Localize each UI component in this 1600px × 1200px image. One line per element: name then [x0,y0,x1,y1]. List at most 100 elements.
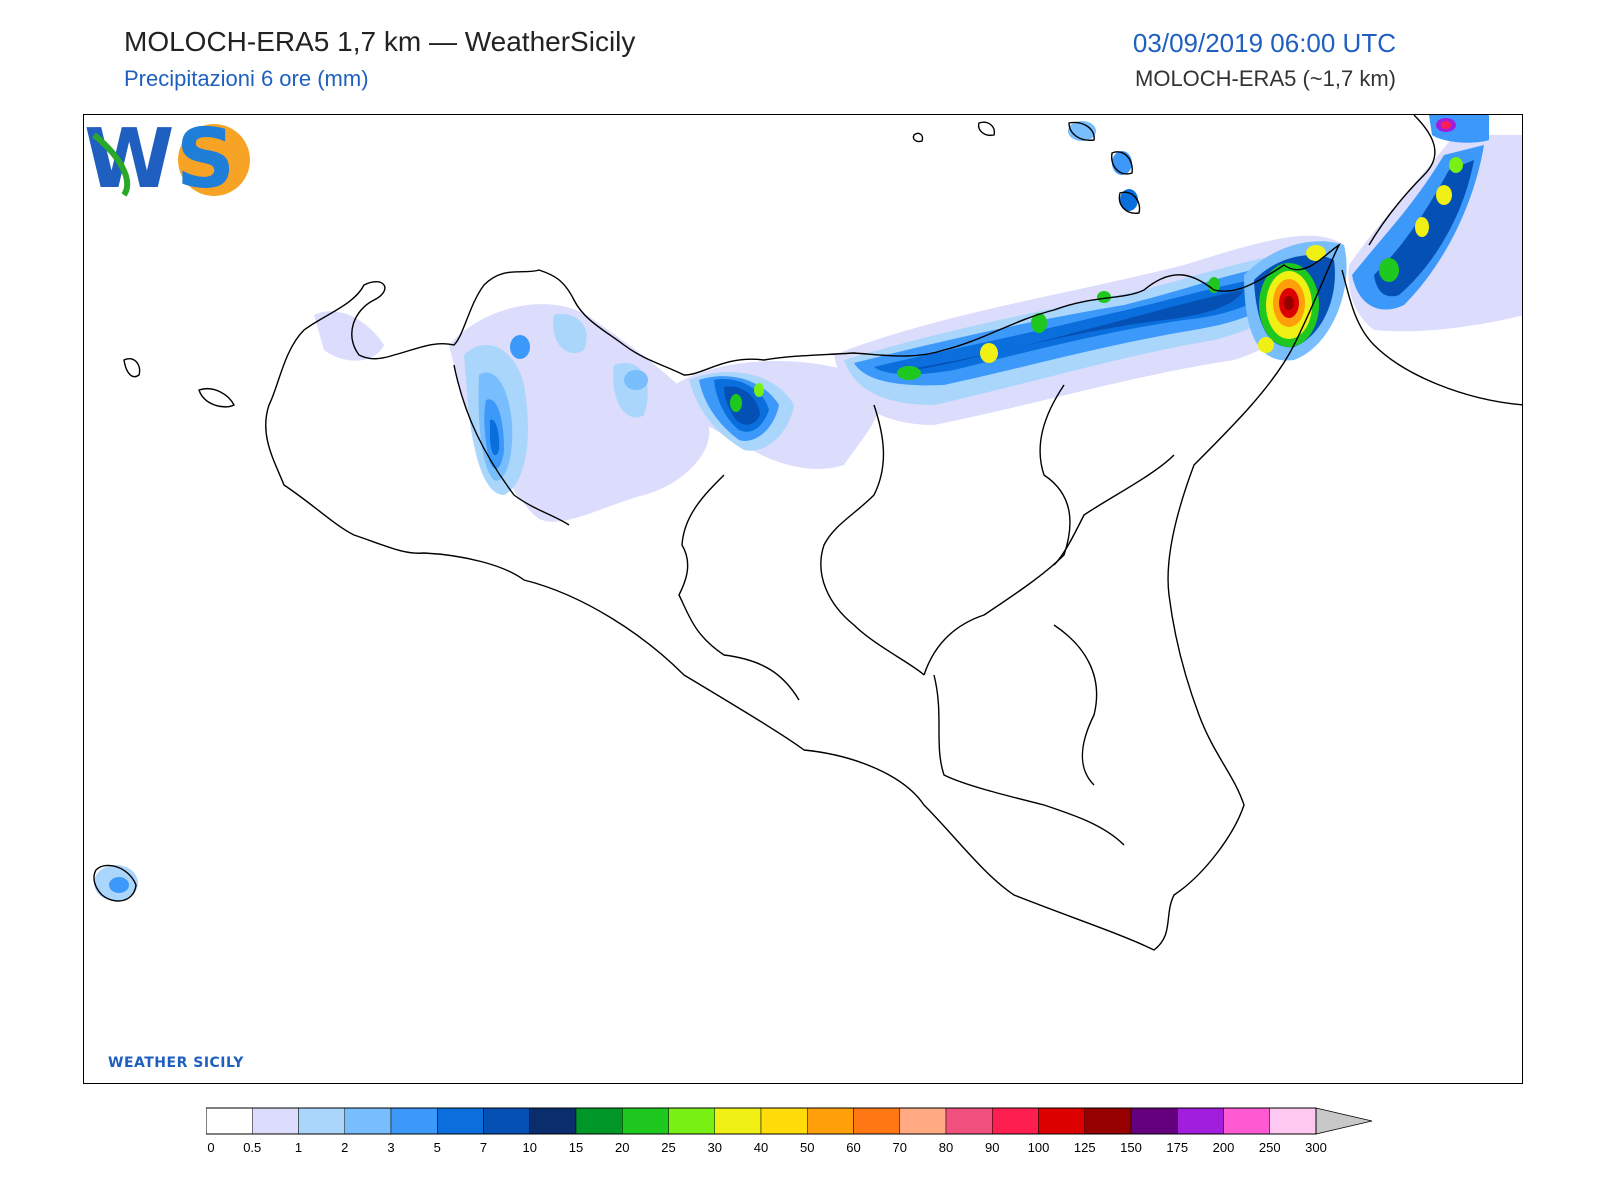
legend-swatches [206,1107,1317,1135]
precip-area-l6 [904,290,1244,371]
precip-cell [624,370,648,390]
legend-tick-label: 30 [708,1140,722,1155]
legend-tick-labels: 0 0.5 1 2 3 5 7 10 15 20 25 30 40 50 60 70 80 90 100 125 150… [207,1140,1326,1155]
precip-cell-yellow [980,343,998,363]
legend-tick-label: 200 [1213,1140,1235,1155]
island-outline [1118,191,1141,214]
legend-tick-label: 60 [846,1140,860,1155]
legend-swatch [945,1107,993,1135]
legend-swatch [1177,1107,1224,1135]
legend-swatch [529,1107,577,1135]
legend-tick-label: 5 [434,1140,441,1155]
calabria-coastline [1341,269,1522,406]
island-outline [912,132,924,143]
legend-tick-label: 90 [985,1140,999,1155]
legend-tick-label: 175 [1166,1140,1188,1155]
precip-area-l2 [553,314,587,354]
legend-tick-label: 150 [1120,1140,1142,1155]
legend-tick-label: 2 [341,1140,348,1155]
map-title: MOLOCH-ERA5 1,7 km — WeatherSicily [124,26,636,57]
legend-tick-label: 25 [661,1140,675,1155]
island-outline [123,358,141,378]
legend-tick-label: 40 [754,1140,768,1155]
legend-swatch [575,1107,623,1135]
legend-swatch [483,1107,530,1135]
legend-tick-label: 100 [1028,1140,1050,1155]
precip-cell-red [1441,121,1451,129]
legend-swatch [1223,1107,1270,1135]
precip-cell-green [1449,157,1463,173]
legend-swatch [298,1107,345,1135]
legend-tick-label: 20 [615,1140,629,1155]
precip-area-light [314,311,384,361]
legend-swatch [1130,1107,1178,1135]
precip-cell-green [897,366,921,380]
precip-cell-green [1097,291,1111,303]
precip-cell-green [754,383,764,397]
legend-swatch [992,1107,1039,1135]
province-boundary [933,674,1125,846]
legend-tick-label: 15 [569,1140,583,1155]
legend-swatch [622,1107,669,1135]
precip-cell-yellow [1436,185,1452,205]
legend-tick-label: 300 [1305,1140,1327,1155]
legend-tick-label: 0.5 [243,1140,261,1155]
precip-area-l5 [874,275,1284,375]
legend-swatch [1084,1107,1132,1135]
legend-swatch [1038,1107,1085,1135]
model-label: MOLOCH-ERA5 (~1,7 km) [1135,66,1396,91]
island-outline [977,121,996,137]
legend-tick-label: 7 [480,1140,487,1155]
coastline-layer [93,115,1522,951]
island-outline [93,864,137,902]
legend-swatch [437,1107,484,1135]
province-boundary [1053,624,1098,786]
legend-swatch [668,1107,715,1135]
legend-tick-label: 80 [939,1140,953,1155]
precipitation-layer [94,115,1522,901]
province-boundary [678,474,800,701]
legend-swatch [807,1107,854,1135]
legend-tick-label: 250 [1259,1140,1281,1155]
legend-tick-label: 70 [893,1140,907,1155]
legend-swatch [899,1107,947,1135]
legend-tick-label: 1 [295,1140,302,1155]
legend-tick-label: 50 [800,1140,814,1155]
svg-text:S: S [176,115,235,207]
province-boundary [820,404,925,676]
precip-area-l5 [490,419,500,456]
sicily-coastline [265,242,1341,951]
precipitation-legend: 0 0.5 1 2 3 5 7 10 15 20 25 30 40 50 60 70 80 90 100 125 150… [206,1107,1373,1155]
weather-sicily-logo: W S [84,115,250,207]
legend-tick-label: 3 [387,1140,394,1155]
legend-overflow-arrow [1315,1107,1373,1135]
precip-cell-yellow [1306,245,1326,261]
precip-cell-yellow [1258,337,1274,353]
island-outline [1111,151,1133,175]
legend-swatch [390,1107,438,1135]
legend-swatch [206,1107,253,1135]
precip-cell-green [1031,313,1047,333]
island-outline [198,388,235,408]
map-subtitle: Precipitazioni 6 ore (mm) [124,66,369,91]
island-outline [1068,121,1095,141]
forecast-datetime: 03/09/2019 06:00 UTC [1132,28,1396,58]
precip-cell-darkred [1284,296,1294,310]
precip-cell-green [1208,277,1220,293]
legend-swatch [714,1107,762,1135]
precip-cell-green [1379,258,1399,282]
calabria-coastline [1368,115,1436,246]
precip-cell [109,877,129,893]
legend-swatch [344,1107,392,1135]
logo-caption: WEATHER SICILY [108,1055,244,1071]
province-boundary [1053,454,1175,566]
province-boundary [923,384,1071,676]
legend-swatch [252,1107,299,1135]
legend-tick-label: 10 [523,1140,537,1155]
precip-cell-green [730,394,742,412]
legend-swatch [853,1107,900,1135]
legend-swatch [760,1107,808,1135]
precip-cell-yellow [1415,217,1429,237]
svg-text:W: W [84,115,174,207]
map-frame: W S WEATHER SICILY [83,114,1523,1084]
